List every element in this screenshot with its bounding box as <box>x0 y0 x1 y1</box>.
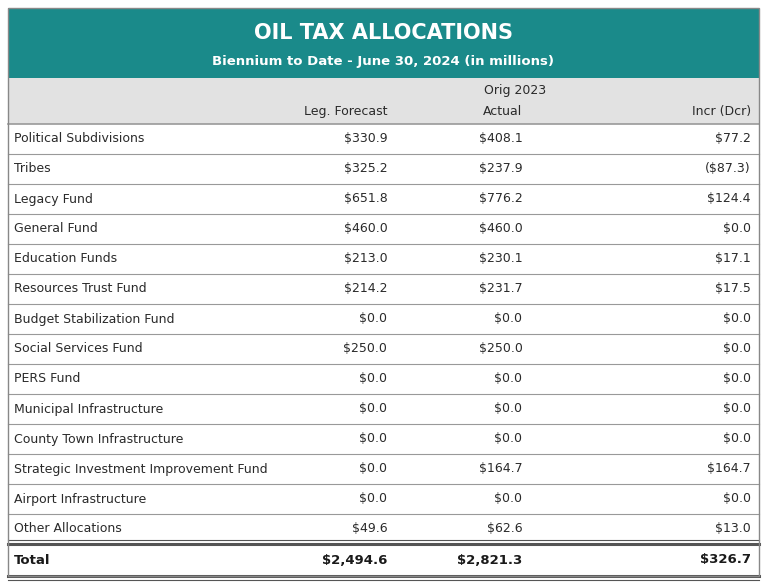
Text: $0.0: $0.0 <box>495 373 522 386</box>
Text: $0.0: $0.0 <box>723 222 751 235</box>
Text: $250.0: $250.0 <box>479 342 522 356</box>
Text: Leg. Forecast: Leg. Forecast <box>304 104 387 117</box>
Bar <box>8 184 759 214</box>
Text: $408.1: $408.1 <box>479 133 522 146</box>
Text: $0.0: $0.0 <box>495 312 522 326</box>
Text: $77.2: $77.2 <box>715 133 751 146</box>
Text: $0.0: $0.0 <box>495 492 522 505</box>
Bar <box>8 244 759 274</box>
Bar <box>8 124 759 154</box>
Text: Actual: Actual <box>483 104 522 117</box>
Bar <box>8 394 759 424</box>
Text: $0.0: $0.0 <box>723 373 751 386</box>
Bar <box>8 214 759 244</box>
Text: $230.1: $230.1 <box>479 252 522 265</box>
Text: $776.2: $776.2 <box>479 193 522 205</box>
Text: Education Funds: Education Funds <box>14 252 117 265</box>
Text: $237.9: $237.9 <box>479 163 522 176</box>
Bar <box>8 484 759 514</box>
Text: $0.0: $0.0 <box>495 433 522 446</box>
Bar <box>8 364 759 394</box>
Bar <box>8 8 759 78</box>
Bar <box>8 78 759 124</box>
Bar <box>8 274 759 304</box>
Text: Tribes: Tribes <box>14 163 51 176</box>
Text: Biennium to Date - June 30, 2024 (in millions): Biennium to Date - June 30, 2024 (in mil… <box>212 55 555 68</box>
Text: Resources Trust Fund: Resources Trust Fund <box>14 282 146 295</box>
Text: Strategic Investment Improvement Fund: Strategic Investment Improvement Fund <box>14 463 268 475</box>
Text: $17.5: $17.5 <box>715 282 751 295</box>
Text: $325.2: $325.2 <box>344 163 387 176</box>
Text: $164.7: $164.7 <box>707 463 751 475</box>
Text: $2,494.6: $2,494.6 <box>322 554 387 566</box>
Text: $326.7: $326.7 <box>700 554 751 566</box>
Text: $213.0: $213.0 <box>344 252 387 265</box>
Text: $0.0: $0.0 <box>723 433 751 446</box>
Text: $460.0: $460.0 <box>479 222 522 235</box>
Text: $0.0: $0.0 <box>359 373 387 386</box>
Text: Airport Infrastructure: Airport Infrastructure <box>14 492 146 505</box>
Bar <box>8 544 759 576</box>
Text: General Fund: General Fund <box>14 222 97 235</box>
Text: $124.4: $124.4 <box>707 193 751 205</box>
Text: Orig 2023: Orig 2023 <box>483 85 545 97</box>
Bar <box>8 424 759 454</box>
Text: $0.0: $0.0 <box>723 342 751 356</box>
Text: $13.0: $13.0 <box>716 522 751 535</box>
Text: PERS Fund: PERS Fund <box>14 373 81 386</box>
Text: $250.0: $250.0 <box>344 342 387 356</box>
Text: Total: Total <box>14 554 51 566</box>
Text: $0.0: $0.0 <box>495 403 522 416</box>
Text: Social Services Fund: Social Services Fund <box>14 342 143 356</box>
Text: $17.1: $17.1 <box>716 252 751 265</box>
Text: $330.9: $330.9 <box>344 133 387 146</box>
Text: Incr (Dcr): Incr (Dcr) <box>692 104 751 117</box>
Text: $0.0: $0.0 <box>359 312 387 326</box>
Text: Municipal Infrastructure: Municipal Infrastructure <box>14 403 163 416</box>
Text: $0.0: $0.0 <box>359 403 387 416</box>
Text: ($87.3): ($87.3) <box>706 163 751 176</box>
Bar <box>8 304 759 334</box>
Text: $49.6: $49.6 <box>351 522 387 535</box>
Text: $0.0: $0.0 <box>359 492 387 505</box>
Bar <box>8 154 759 184</box>
Text: $0.0: $0.0 <box>723 312 751 326</box>
Text: County Town Infrastructure: County Town Infrastructure <box>14 433 183 446</box>
Text: $651.8: $651.8 <box>344 193 387 205</box>
Bar <box>8 514 759 544</box>
Bar <box>8 334 759 364</box>
Text: $0.0: $0.0 <box>723 403 751 416</box>
Text: OIL TAX ALLOCATIONS: OIL TAX ALLOCATIONS <box>254 23 513 43</box>
Text: $214.2: $214.2 <box>344 282 387 295</box>
Text: $460.0: $460.0 <box>344 222 387 235</box>
Text: $0.0: $0.0 <box>723 492 751 505</box>
Text: $62.6: $62.6 <box>487 522 522 535</box>
Text: $0.0: $0.0 <box>359 433 387 446</box>
Text: Political Subdivisions: Political Subdivisions <box>14 133 144 146</box>
Bar <box>8 454 759 484</box>
Text: $231.7: $231.7 <box>479 282 522 295</box>
Text: $0.0: $0.0 <box>359 463 387 475</box>
Text: $2,821.3: $2,821.3 <box>457 554 522 566</box>
Text: $164.7: $164.7 <box>479 463 522 475</box>
Text: Legacy Fund: Legacy Fund <box>14 193 93 205</box>
Text: Budget Stabilization Fund: Budget Stabilization Fund <box>14 312 175 326</box>
Text: Other Allocations: Other Allocations <box>14 522 122 535</box>
